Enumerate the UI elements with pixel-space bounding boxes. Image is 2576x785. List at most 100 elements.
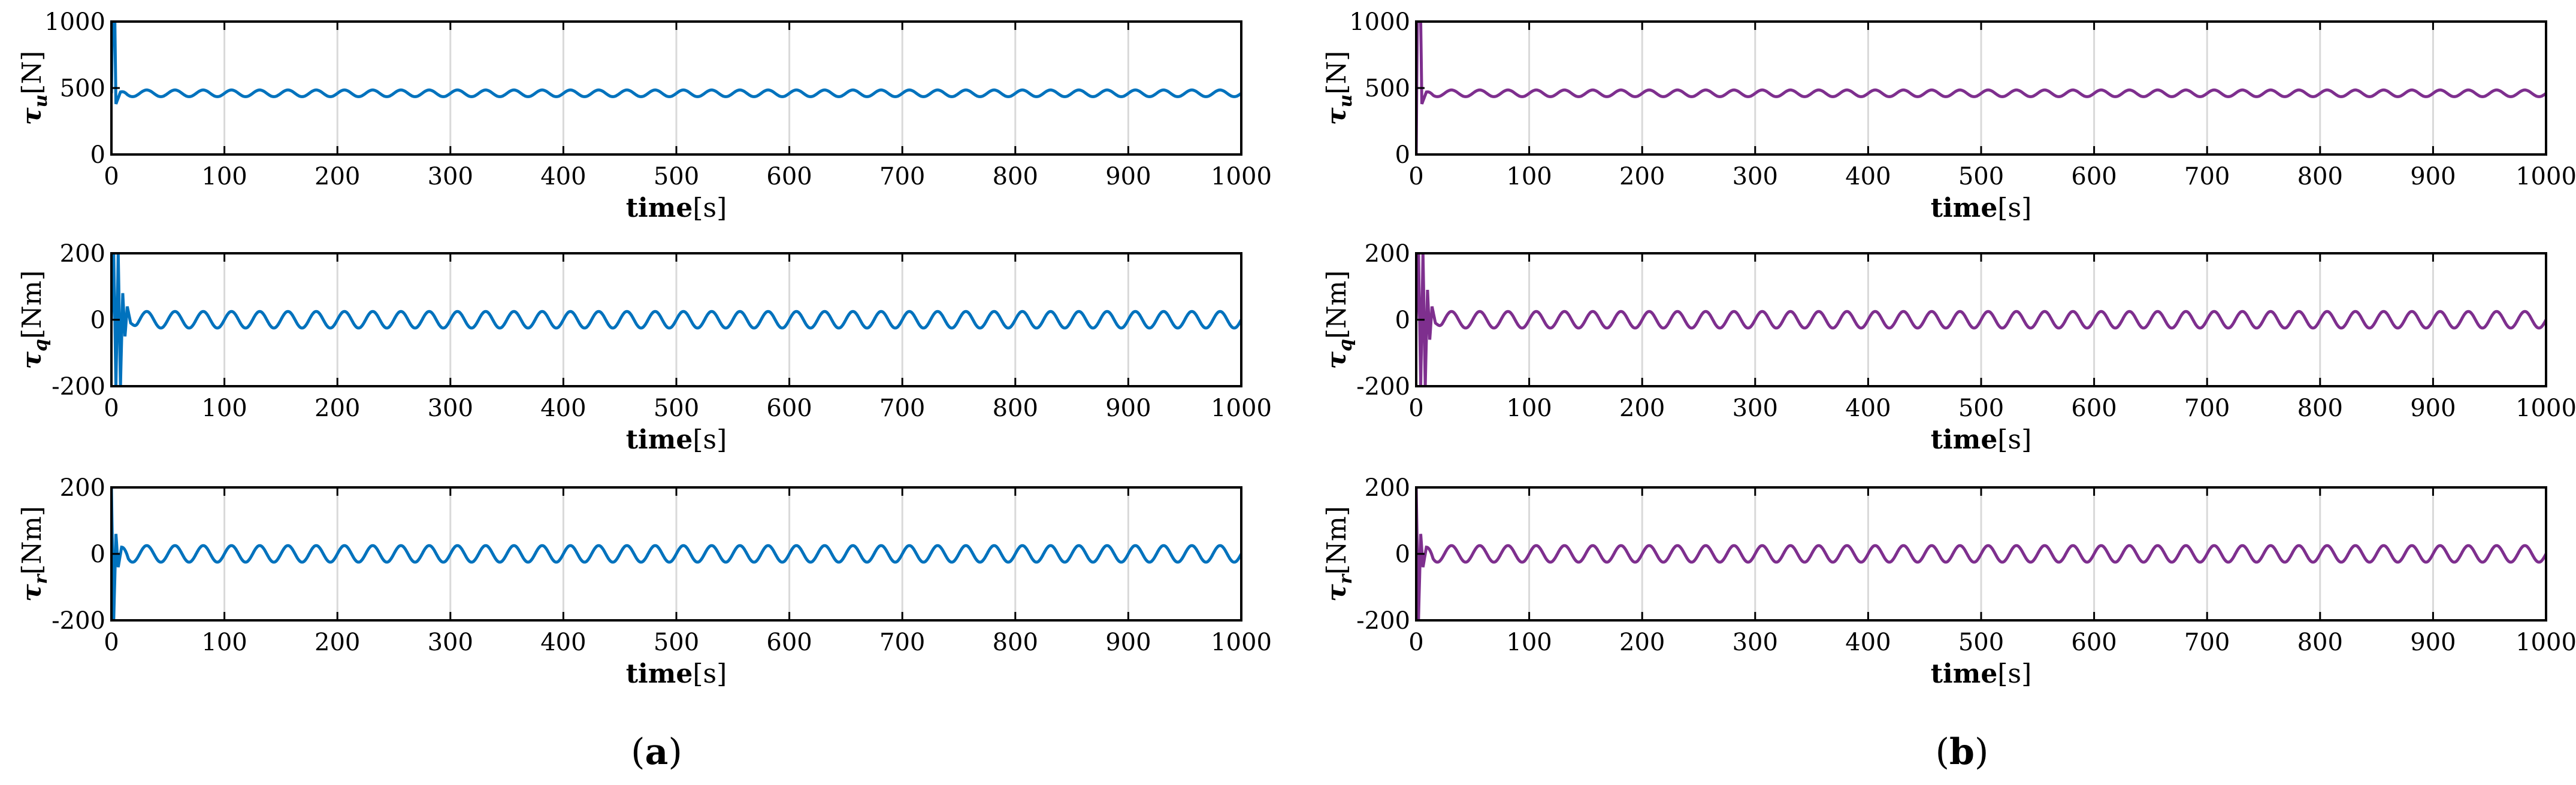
x-tick-label: 300 [1733,629,1778,656]
x-tick-label: 600 [766,163,812,190]
plots-layer: 0 100 200 300 400 500 600 700 800 900 100005001000… [17,8,2576,689]
x-tick-label: 800 [993,163,1038,190]
y-tick-label: 0 [1395,541,1410,568]
x-tick-label: 800 [2297,163,2343,190]
x-axis-label: time[s] [1931,425,2032,455]
x-tick-label: 700 [2184,629,2230,656]
x-tick-label: 400 [1845,163,1891,190]
x-tick-label: 100 [201,163,247,190]
x-tick-label: 300 [428,163,473,190]
panel-caption-a: (a) [631,731,682,773]
y-tick-label: 500 [1365,75,1410,102]
y-tick-label: 1000 [1349,8,1410,36]
x-tick-label: 0 [1408,629,1423,656]
x-tick-label: 0 [104,629,119,656]
x-tick-label: 700 [2184,163,2230,190]
x-axis-label: time[s] [626,193,727,223]
x-tick-label: 200 [315,163,360,190]
chart-panel-b-row-1: 0 100 200 300 400 500 600 700 800 900 1000 0 500 1000… [1322,8,2576,223]
x-tick-label: 1000 [2515,395,2576,422]
x-tick-label: 400 [1845,629,1891,656]
x-tick-label: 200 [1619,629,1665,656]
series-line [1416,253,2546,386]
x-tick-label: 700 [2184,395,2230,422]
x-tick-label: 500 [654,629,699,656]
x-tick-label: 200 [315,395,360,422]
x-tick-label: 100 [201,629,247,656]
x-tick-label: 500 [1958,629,2004,656]
y-axis-label: τr[Nm] [1322,506,1356,602]
x-tick-label: 600 [2071,629,2117,656]
chart-panel-a-row-3: 0 100 200 300 400 500 600 700 800 900 1000-2000200… [17,474,1272,689]
y-tick-label: 1000 [44,8,105,36]
x-tick-label: 600 [2071,395,2117,422]
x-tick-label: 0 [1408,163,1423,190]
x-tick-label: 500 [654,395,699,422]
x-tick-label: 400 [540,629,586,656]
y-tick-label: 200 [1365,240,1410,268]
x-tick-label: 1000 [1211,395,1272,422]
x-tick-label: 300 [428,629,473,656]
y-tick-label: 200 [60,240,105,268]
x-tick-label: 100 [1506,163,1552,190]
x-tick-label: 100 [1506,629,1552,656]
x-tick-label: 600 [766,395,812,422]
series-line [1416,22,2546,154]
x-tick-label: 1000 [2515,629,2576,656]
x-tick-label: 700 [879,629,925,656]
x-tick-label: 200 [1619,163,1665,190]
x-tick-label: 1000 [1211,163,1272,190]
x-tick-label: 400 [540,395,586,422]
series-line [111,22,1241,105]
y-axis-label: τq[Nm] [1322,270,1356,369]
chart-panel-b-row-2: 0 100 200 300 400 500 600 700 800 900 1000-2000200… [1322,240,2576,455]
x-tick-label: 900 [2410,163,2456,190]
x-tick-label: 900 [1105,629,1151,656]
x-tick-label: 900 [2410,395,2456,422]
x-tick-label: 700 [879,395,925,422]
y-tick-label: -200 [1356,373,1410,401]
x-tick-label: 0 [104,163,119,190]
x-tick-label: 300 [428,395,473,422]
chart-panel-a-row-1: 0 100 200 300 400 500 600 700 800 900 1000 0 500 1000… [17,8,1272,223]
x-axis-label: time[s] [1931,193,2032,223]
x-tick-label: 500 [1958,395,2004,422]
y-tick-label: 0 [90,307,105,334]
x-tick-label: 300 [1733,395,1778,422]
x-tick-label: 700 [879,163,925,190]
y-axis-label: τu[N] [17,51,52,125]
panel-caption-b: (b) [1936,731,1989,773]
x-tick-label: 200 [315,629,360,656]
y-tick-label: -200 [52,373,105,401]
y-tick-label: 0 [1395,141,1410,169]
x-tick-label: 800 [993,629,1038,656]
series-line [111,487,1241,620]
x-tick-label: 300 [1733,163,1778,190]
x-tick-label: 100 [201,395,247,422]
y-axis-label: τq[Nm] [17,270,52,369]
y-tick-label: 0 [1395,307,1410,334]
chart-panel-a-row-2: 0 100 200 300 400 500 600 700 800 900 1000-2000200… [17,240,1272,455]
x-tick-label: 900 [2410,629,2456,656]
x-tick-label: 800 [993,395,1038,422]
x-tick-label: 500 [654,163,699,190]
x-tick-label: 500 [1958,163,2004,190]
x-tick-label: 0 [104,395,119,422]
series-line [1416,487,2546,620]
x-tick-label: 1000 [2515,163,2576,190]
x-tick-label: 900 [1105,395,1151,422]
x-tick-label: 400 [1845,395,1891,422]
y-tick-label: 200 [1365,474,1410,502]
x-axis-label: time[s] [1931,659,2032,689]
x-tick-label: 900 [1105,163,1151,190]
y-tick-label: 500 [60,75,105,102]
x-tick-label: 200 [1619,395,1665,422]
x-tick-label: 800 [2297,629,2343,656]
x-tick-label: 0 [1408,395,1423,422]
x-tick-label: 600 [2071,163,2117,190]
y-tick-label: 0 [90,141,105,169]
y-tick-label: -200 [1356,607,1410,635]
x-tick-label: 1000 [1211,629,1272,656]
chart-panel-b-row-3: 0 100 200 300 400 500 600 700 800 900 1000-2000200… [1322,474,2576,689]
